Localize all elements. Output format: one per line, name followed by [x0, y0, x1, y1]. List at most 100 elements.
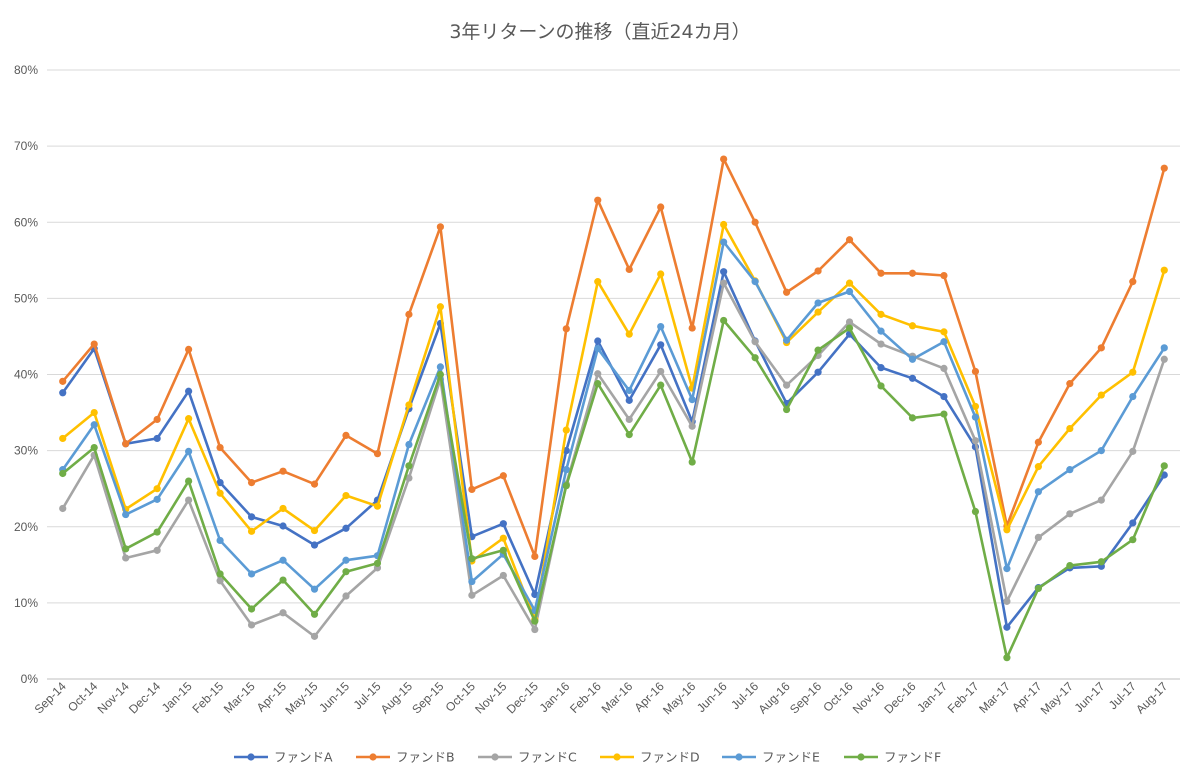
data-point [625, 265, 633, 274]
x-tick-label: Feb-16 [567, 679, 604, 716]
data-point [625, 396, 633, 404]
data-point [436, 303, 445, 311]
x-tick-label: Sep-15 [409, 679, 446, 716]
data-point [782, 288, 791, 296]
data-point [122, 545, 130, 553]
data-point [216, 577, 224, 585]
data-point [657, 322, 665, 331]
data-point [436, 370, 445, 379]
legend-label: ファンドC [518, 750, 577, 765]
data-point [1003, 654, 1011, 662]
data-point [279, 522, 287, 530]
data-point [153, 434, 161, 443]
data-point [405, 462, 413, 470]
data-point [216, 443, 224, 452]
series-6 [59, 316, 1168, 662]
data-point [247, 527, 256, 535]
chart-title: 3年リターンの推移（直近24カ月） [449, 21, 750, 43]
data-point [782, 405, 791, 414]
data-point [940, 338, 948, 346]
data-point [1129, 447, 1137, 455]
x-tick-label: Nov-15 [472, 679, 509, 716]
x-tick-label: Aug-16 [755, 679, 792, 716]
data-point [468, 577, 476, 586]
y-tick-label: 60% [14, 215, 38, 229]
data-point [247, 513, 256, 521]
y-tick-label: 40% [14, 368, 38, 382]
series-line [61, 319, 1166, 660]
data-point [499, 534, 507, 542]
series-line [61, 157, 1166, 558]
data-point [59, 434, 67, 443]
legend-marker [247, 753, 255, 761]
data-point [185, 345, 193, 353]
data-point [877, 364, 885, 372]
data-point [1097, 558, 1105, 566]
data-point [908, 269, 917, 277]
data-point [720, 316, 728, 325]
data-point [1034, 584, 1042, 593]
data-point [657, 203, 665, 211]
data-point [468, 591, 476, 599]
data-point [310, 610, 319, 618]
data-point [971, 402, 980, 411]
data-point [877, 382, 885, 390]
data-point [751, 278, 759, 286]
data-point [342, 568, 350, 576]
data-point [59, 389, 67, 397]
series-line [61, 270, 1166, 629]
data-point [688, 396, 696, 404]
y-tick-label: 10% [14, 596, 38, 610]
data-point [877, 310, 885, 318]
data-point [1129, 536, 1137, 544]
data-point [688, 422, 696, 430]
data-point [531, 590, 539, 599]
data-point [405, 440, 413, 449]
data-point [940, 328, 948, 336]
x-tick-label: Sep-16 [787, 679, 824, 716]
data-point [122, 554, 130, 562]
data-point [845, 324, 854, 332]
data-point [373, 502, 382, 510]
series-2 [59, 155, 1168, 561]
data-point [1034, 438, 1042, 446]
data-point [877, 327, 885, 335]
data-point [1066, 561, 1074, 570]
data-point [720, 279, 728, 287]
data-point [1097, 447, 1105, 455]
x-tick-label: Dec-14 [126, 679, 163, 716]
data-point [59, 377, 67, 385]
data-point [688, 458, 696, 466]
data-point [814, 299, 822, 307]
data-point [940, 271, 948, 280]
x-tick-label: Jan-17 [914, 679, 950, 715]
data-point [279, 556, 287, 564]
data-point [814, 368, 822, 376]
data-point [845, 287, 854, 296]
x-tick-label: Jun-17 [1072, 679, 1108, 715]
data-point [279, 467, 287, 475]
data-point [751, 354, 759, 362]
series-line [61, 240, 1166, 612]
data-point [1129, 519, 1137, 527]
data-point [1066, 510, 1074, 518]
data-point [1034, 533, 1042, 542]
data-point [122, 510, 130, 519]
data-point [1066, 424, 1074, 433]
data-point [310, 632, 319, 640]
data-point [594, 345, 602, 353]
data-point [216, 570, 224, 578]
data-point [342, 592, 350, 600]
data-point [373, 450, 382, 458]
y-tick-label: 70% [14, 139, 38, 153]
data-point [971, 437, 980, 445]
x-tick-label: Jan-16 [537, 679, 573, 715]
data-point [1160, 164, 1168, 172]
data-point [908, 322, 917, 330]
data-point [247, 605, 256, 613]
legend-label: ファンドA [274, 750, 333, 765]
legend-marker [857, 753, 865, 761]
data-point [1066, 380, 1074, 388]
data-point [1066, 466, 1074, 474]
